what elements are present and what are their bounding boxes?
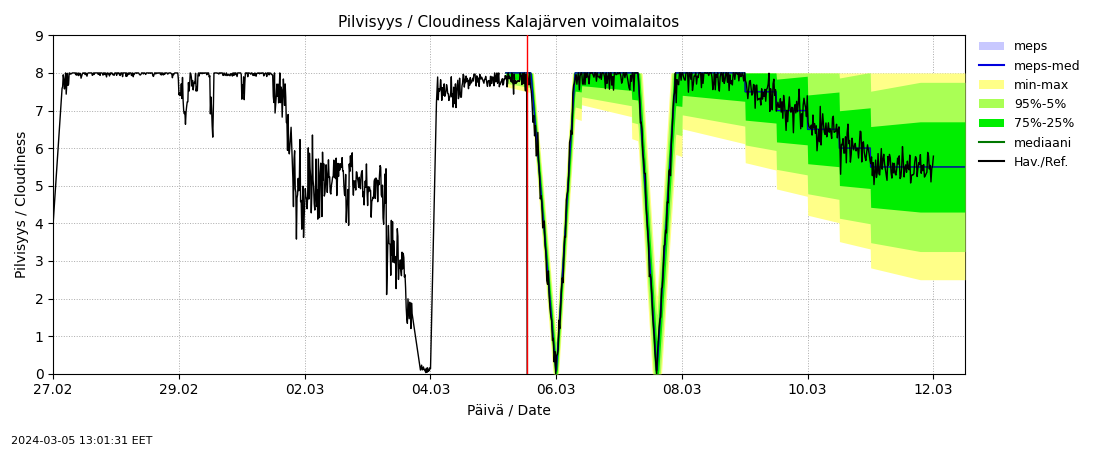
Y-axis label: Pilvisyys / Cloudiness: Pilvisyys / Cloudiness bbox=[15, 131, 29, 278]
X-axis label: Päivä / Date: Päivä / Date bbox=[468, 403, 551, 417]
Legend: meps, meps-med, min-max, 95%-5%, 75%-25%, mediaani, Hav./Ref.: meps, meps-med, min-max, 95%-5%, 75%-25%… bbox=[974, 36, 1086, 174]
Title: Pilvisyys / Cloudiness Kalajärven voimalaitos: Pilvisyys / Cloudiness Kalajärven voimal… bbox=[339, 15, 680, 30]
Text: 2024-03-05 13:01:31 EET: 2024-03-05 13:01:31 EET bbox=[11, 436, 153, 446]
